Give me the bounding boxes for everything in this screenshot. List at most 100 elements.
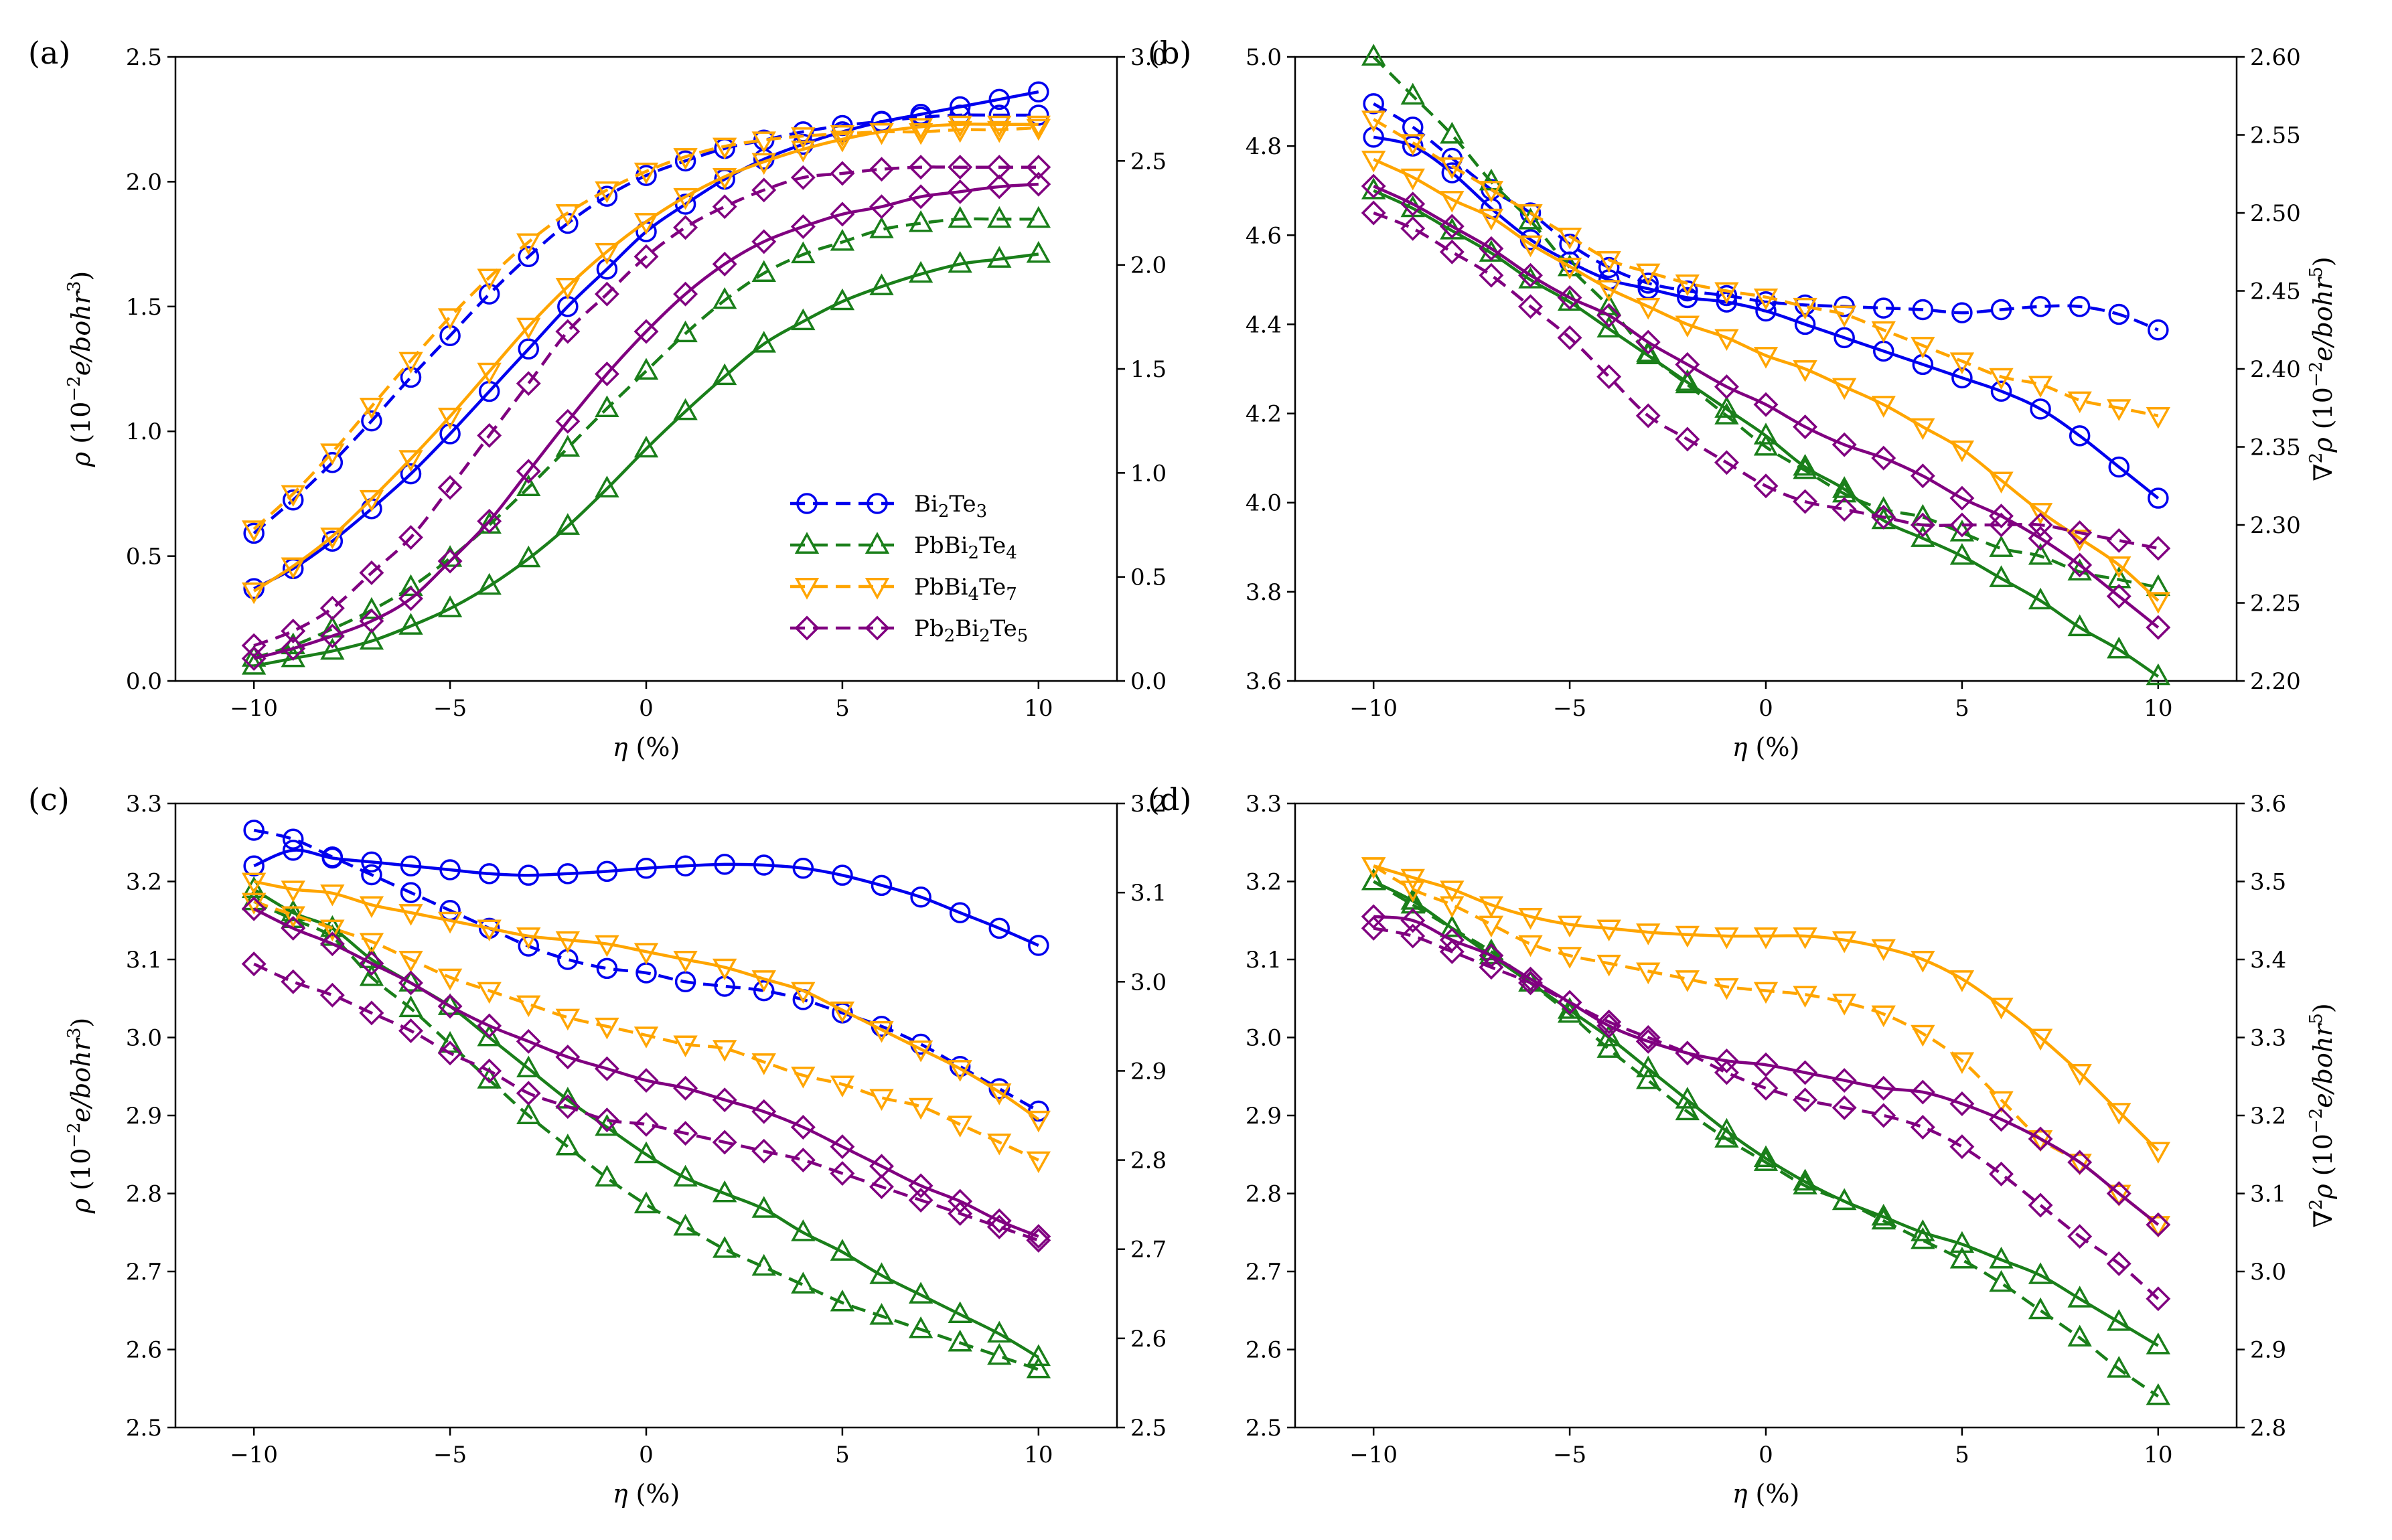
data-point-dashed — [1989, 535, 2014, 557]
y-right-tick-label: 3.6 — [2250, 791, 2286, 818]
data-point-dashed — [1910, 512, 1935, 538]
data-point-solid — [359, 609, 384, 634]
data-point-dashed — [281, 618, 306, 643]
data-point-dashed — [987, 1342, 1012, 1365]
data-point-solid — [2028, 1262, 2053, 1284]
data-point-dashed — [1439, 939, 1465, 964]
data-point-dashed — [751, 131, 776, 153]
data-point-dashed — [477, 1067, 502, 1089]
data-point-solid — [1911, 1219, 1935, 1241]
data-point-dashed — [908, 210, 933, 232]
y-right-tick-label: 3.3 — [2250, 1025, 2286, 1052]
solid-line-left-axis — [252, 123, 1039, 593]
data-point-dashed — [2028, 543, 2053, 565]
data-point-solid — [477, 919, 502, 941]
data-point-solid — [1714, 927, 1739, 949]
data-point-dashed — [359, 1000, 384, 1026]
data-point-solid — [1675, 925, 1700, 948]
data-point-solid — [281, 899, 305, 922]
legend-marker — [865, 578, 890, 600]
data-point-solid — [1440, 915, 1465, 937]
panel-a: −10 −5 0 5 10 0.0 0.5 1.0 1.5 2.0 2.5 0.0 0.5 1.0 1.5 2… — [28, 35, 1167, 762]
data-point-dashed — [1636, 1067, 1661, 1089]
data-point-solid — [319, 931, 345, 957]
data-point-solid — [1714, 1118, 1739, 1140]
data-point-dashed — [1026, 1151, 1051, 1174]
data-point-solid — [712, 251, 737, 277]
data-point-solid — [1714, 396, 1739, 418]
solid-line-left-axis — [1373, 185, 2160, 629]
legend-marker — [794, 578, 820, 600]
data-point-dashed — [398, 525, 423, 550]
y-right-tick-label: 2.40 — [2250, 356, 2301, 383]
solid-line-left-axis — [1373, 864, 2160, 1152]
data-point-dashed — [673, 1035, 698, 1058]
data-point-solid — [908, 184, 933, 210]
data-point-solid — [439, 859, 461, 880]
y-right-tick-label: 2.5 — [1130, 1415, 1167, 1442]
data-point-solid — [2108, 456, 2129, 478]
data-point-solid — [555, 513, 581, 535]
data-point-dashed — [633, 244, 659, 269]
data-point-solid — [477, 362, 502, 385]
data-point-solid — [1753, 1145, 1779, 1168]
y-left-tick-label: 2.6 — [126, 1337, 162, 1364]
data-point-solid — [320, 527, 345, 550]
data-point-dashed — [948, 1115, 972, 1138]
data-point-solid — [1871, 445, 1896, 471]
data-point-dashed — [948, 206, 972, 228]
data-point-solid — [555, 408, 581, 434]
data-point-dashed — [948, 1329, 972, 1352]
data-point-solid — [1361, 173, 1386, 199]
data-point-dashed — [1361, 200, 1386, 226]
data-point-solid — [321, 530, 344, 552]
x-axis-label: η (%) — [613, 733, 680, 762]
x-axis-label: η (%) — [613, 1479, 680, 1509]
data-point-solid — [557, 863, 579, 884]
data-point-dashed — [359, 397, 384, 420]
data-point-dashed — [908, 1097, 933, 1120]
data-point-solid — [398, 586, 423, 611]
data-point-dashed — [2067, 1224, 2093, 1249]
data-point-solid — [1949, 440, 1975, 463]
data-point-dashed — [1755, 291, 1777, 313]
data-point-solid — [1557, 285, 1582, 310]
y-right-tick-label: 2.60 — [2250, 44, 2301, 71]
data-point-dashed — [2107, 1184, 2132, 1207]
data-point-solid — [1361, 151, 1386, 173]
dashed-line-right-axis — [253, 165, 1039, 647]
data-point-dashed — [2106, 528, 2132, 553]
data-point-dashed — [673, 320, 698, 343]
data-point-dashed — [359, 933, 384, 955]
data-point-solid — [1871, 1075, 1896, 1101]
data-point-solid — [633, 435, 659, 458]
x-tick-label: −10 — [1349, 1442, 1398, 1468]
data-point-dashed — [908, 1316, 933, 1338]
data-point-dashed — [1635, 403, 1661, 429]
data-point-dashed — [633, 162, 659, 185]
data-point-solid — [359, 627, 384, 650]
x-tick-label: 5 — [835, 695, 850, 722]
data-point-solid — [1596, 280, 1621, 302]
data-point-solid — [1793, 414, 1818, 440]
data-point-dashed — [2107, 1356, 2132, 1378]
data-point-solid — [830, 1001, 855, 1024]
data-point-dashed — [673, 1213, 698, 1236]
data-point-solid — [1832, 476, 1857, 498]
data-point-solid — [516, 1055, 541, 1078]
data-point-dashed — [1793, 986, 1817, 1008]
data-point-dashed — [1596, 1036, 1621, 1058]
data-point-solid — [869, 194, 894, 220]
data-point-solid — [594, 361, 619, 386]
legend-label: Pb2​Bi2​Te5​ — [914, 615, 1028, 646]
data-point-solid — [2146, 1332, 2171, 1355]
data-point-solid — [1026, 1224, 1051, 1249]
y-right-axis-label: ∇2ρ (10−2e/bohr5) — [2306, 256, 2338, 481]
data-point-dashed — [791, 1067, 816, 1089]
dashed-line-right-axis — [252, 126, 1039, 530]
data-point-dashed — [243, 522, 265, 544]
data-point-dashed — [283, 489, 304, 511]
y-left-tick-label: 0.5 — [126, 544, 162, 570]
panel-d: −10 −5 0 5 10 2.5 2.6 2.7 2.8 2.9 3.0 3.1 3.2 3.3 2.8 2… — [1148, 781, 2338, 1509]
data-point-dashed — [555, 204, 581, 226]
